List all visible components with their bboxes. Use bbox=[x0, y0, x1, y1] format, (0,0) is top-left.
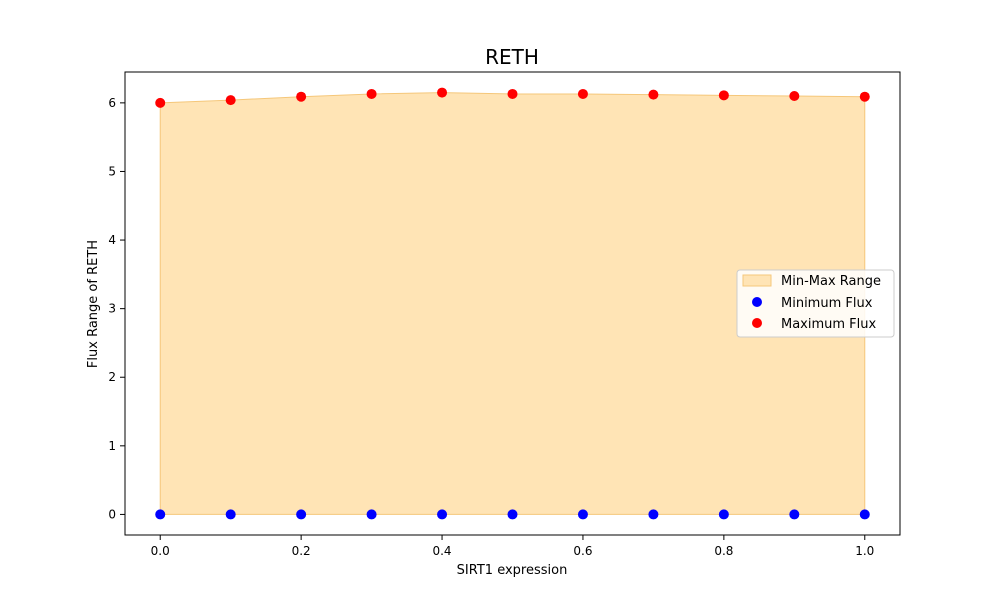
y-axis-label: Flux Range of RETH bbox=[86, 240, 101, 368]
y-tick-label: 3 bbox=[108, 302, 116, 316]
x-tick-label: 0.8 bbox=[714, 544, 733, 558]
y-tick-label: 5 bbox=[108, 164, 116, 178]
legend-label-range: Min-Max Range bbox=[781, 274, 881, 289]
x-tick-label: 0.4 bbox=[432, 544, 451, 558]
plot-frame bbox=[124, 71, 901, 536]
max-flux-point bbox=[507, 88, 518, 99]
x-tick-label: 0.2 bbox=[292, 544, 311, 558]
min-flux-point bbox=[155, 509, 166, 520]
y-tick-label: 0 bbox=[108, 507, 116, 521]
max-flux-point bbox=[225, 95, 236, 106]
max-flux-point bbox=[155, 97, 166, 108]
min-flux-point bbox=[718, 509, 729, 520]
min-flux-point bbox=[296, 509, 307, 520]
x-tick-label: 0.0 bbox=[151, 544, 170, 558]
min-flux-point bbox=[225, 509, 236, 520]
y-tick-label: 4 bbox=[108, 233, 116, 247]
min-flux-point bbox=[789, 509, 800, 520]
legend-label-min: Minimum Flux bbox=[781, 296, 873, 311]
max-flux-point bbox=[296, 91, 307, 102]
max-flux-point bbox=[718, 90, 729, 101]
max-flux-point bbox=[859, 91, 870, 102]
min-flux-point bbox=[507, 509, 518, 520]
min-flux-point bbox=[648, 509, 659, 520]
x-axis: 0.0 0.2 0.4 0.6 0.8 1.0 bbox=[151, 535, 874, 558]
min-flux-point bbox=[577, 509, 588, 520]
y-tick-label: 2 bbox=[108, 370, 116, 384]
plot-area bbox=[155, 87, 870, 520]
max-flux-point bbox=[577, 88, 588, 99]
x-tick-label: 0.6 bbox=[573, 544, 592, 558]
min-flux-point bbox=[437, 509, 448, 520]
legend-marker-min bbox=[752, 297, 762, 307]
legend-label-max: Maximum Flux bbox=[781, 317, 877, 332]
legend: Min-Max Range Minimum Flux Maximum Flux bbox=[736, 269, 895, 338]
legend-marker-max bbox=[752, 318, 762, 328]
y-tick-label: 6 bbox=[108, 96, 116, 110]
max-flux-point bbox=[437, 87, 448, 98]
max-flux-point bbox=[789, 91, 800, 102]
chart-title: RETH bbox=[485, 45, 539, 69]
min-flux-point bbox=[859, 509, 870, 520]
legend-box bbox=[736, 269, 895, 338]
legend-swatch-range bbox=[742, 274, 772, 287]
y-axis: 0 1 2 3 4 5 6 bbox=[108, 96, 125, 521]
max-flux-point bbox=[366, 88, 377, 99]
y-tick-label: 1 bbox=[108, 439, 116, 453]
x-tick-label: 1.0 bbox=[855, 544, 874, 558]
x-axis-label: SIRT1 expression bbox=[457, 563, 568, 578]
max-flux-point bbox=[648, 89, 659, 100]
min-flux-point bbox=[366, 509, 377, 520]
